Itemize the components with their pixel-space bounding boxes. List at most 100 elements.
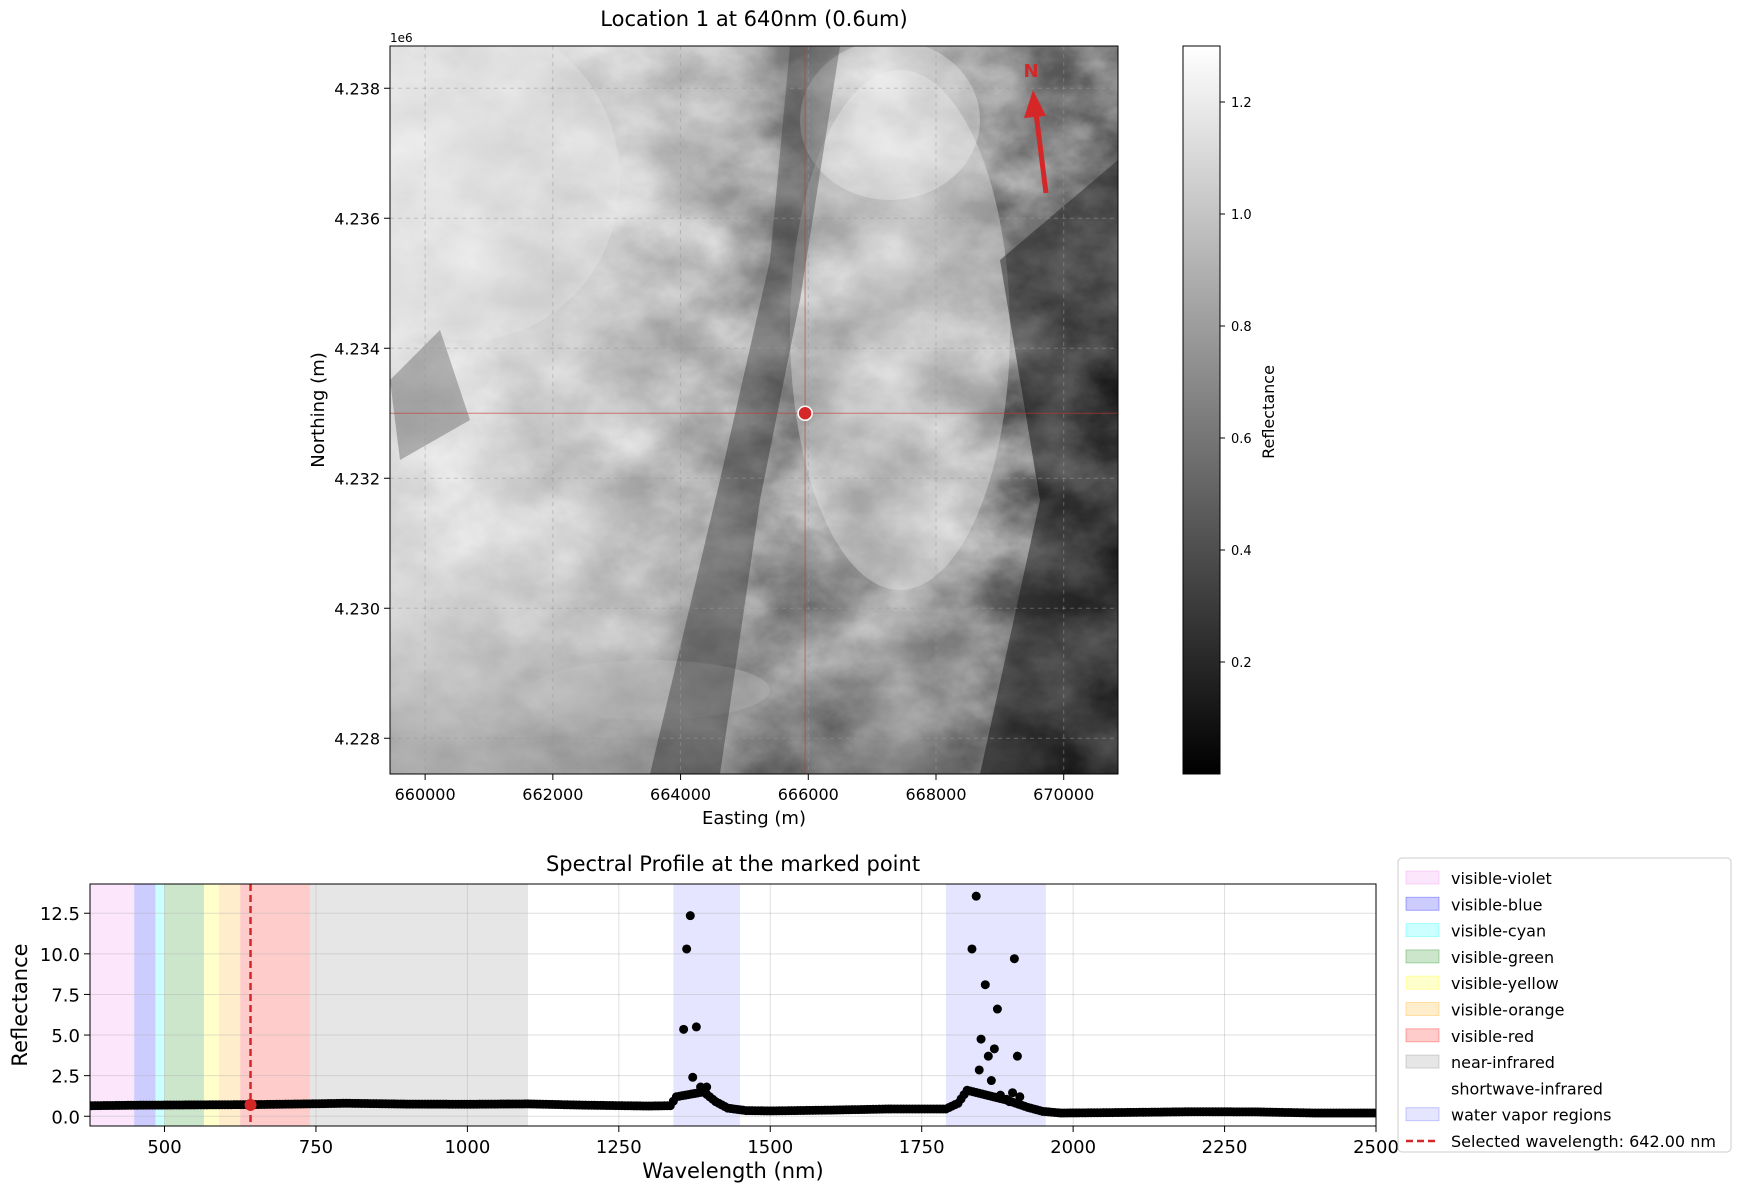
region-visible-red [240, 884, 310, 1126]
profile-x-tick-label: 1500 [747, 1137, 793, 1158]
legend-swatch [1405, 870, 1440, 885]
legend-label: visible-cyan [1451, 922, 1546, 941]
map-x-tick-label: 662000 [522, 785, 583, 804]
spectral-point [682, 944, 692, 954]
map-y-ticks: 4.238 4.236 4.234 4.232 4.230 4.228 [334, 79, 390, 748]
profile-y-tick-label: 5.0 [51, 1026, 80, 1047]
spectral-point [976, 1034, 986, 1044]
colorbar-tick-label: 1.2 [1231, 96, 1252, 111]
map-y-tick-label: 4.234 [334, 339, 380, 358]
legend-swatch [1405, 1080, 1440, 1095]
colorbar-tick-label: 0.8 [1231, 320, 1252, 335]
reflectance-map-image [390, 46, 1118, 774]
region-visible-blue [134, 884, 156, 1126]
map-ylabel: Northing (m) [308, 352, 329, 467]
profile-y-tick-label: 2.5 [51, 1067, 80, 1088]
region-visible-yellow [203, 884, 220, 1126]
profile-x-ticks: 500 750 1000 1250 1500 1750 2000 2250 2500 [147, 1126, 1399, 1158]
profile-x-tick-label: 1250 [596, 1137, 642, 1158]
map-y-tick-label: 4.236 [334, 209, 380, 228]
legend-label: near-infrared [1451, 1053, 1555, 1072]
profile-frame [89, 883, 1377, 1127]
map-y-tick-label: 4.238 [334, 79, 380, 98]
spectral-point [1012, 1051, 1022, 1061]
profile-y-tick-label: 7.5 [51, 985, 80, 1006]
spectral-point [986, 1076, 996, 1086]
spectral-grid [90, 884, 1376, 1126]
spectral-point [1008, 1088, 1018, 1098]
region-shortwave-infrared [527, 884, 1376, 1126]
map-xlabel: Easting (m) [702, 808, 806, 829]
legend-label: visible-violet [1451, 869, 1552, 888]
spectral-point [983, 1051, 993, 1061]
legend-swatch [1405, 1002, 1440, 1016]
region-visible-violet [90, 884, 135, 1126]
map-x-tick-label: 666000 [778, 785, 839, 804]
profile-y-tick-label: 12.5 [40, 904, 80, 925]
colorbar-ticks: 1.2 1.0 0.8 0.6 0.4 0.2 [1220, 96, 1252, 671]
profile-y-tick-label: 10.0 [40, 945, 80, 966]
colorbar-tick-label: 0.4 [1231, 544, 1252, 559]
map-grid [390, 46, 1118, 774]
legend: visible-violet visible-blue visible-cyan vi… [1397, 857, 1732, 1153]
profile-x-tick-label: 2500 [1353, 1137, 1399, 1158]
map-y-offset: 1e6 [390, 31, 413, 45]
colorbar-tick-label: 0.2 [1231, 656, 1252, 671]
colorbar [1182, 45, 1221, 775]
north-arrow-shaft [1033, 112, 1049, 194]
legend-swatch [1405, 975, 1440, 990]
spectral-point [967, 944, 977, 954]
legend-swatch [1405, 896, 1440, 911]
legend-swatch [1405, 1054, 1440, 1069]
profile-x-tick-label: 500 [147, 1137, 181, 1158]
profile-xlabel: Wavelength (nm) [642, 1159, 823, 1183]
profile-x-tick-label: 2250 [1202, 1137, 1248, 1158]
profile-x-tick-label: 1000 [444, 1137, 490, 1158]
spectral-point [992, 1004, 1002, 1014]
spectral-point [702, 1082, 712, 1092]
legend-items: visible-violet visible-blue visible-cyan vi… [1405, 869, 1716, 1151]
colorbar-label: Reflectance [1259, 365, 1278, 459]
north-arrow-icon [1024, 90, 1046, 118]
spectral-point [1371, 1108, 1376, 1118]
map-y-tick-label: 4.230 [334, 599, 380, 618]
spectral-point [679, 1024, 689, 1034]
legend-swatch [1405, 923, 1440, 938]
profile-x-tick-label: 2000 [1050, 1137, 1096, 1158]
colorbar-tick-label: 0.6 [1231, 432, 1252, 447]
region-visible-green [164, 884, 204, 1126]
map-title: Location 1 at 640nm (0.6um) [600, 7, 907, 31]
map-y-tick-label: 4.232 [334, 469, 380, 488]
profile-ylabel: Reflectance [8, 943, 32, 1066]
legend-swatch [1405, 1028, 1440, 1043]
north-arrow: N [1023, 61, 1049, 194]
spectral-point [1009, 954, 1019, 964]
profile-x-tick-label: 1750 [899, 1137, 945, 1158]
spectral-point [980, 980, 990, 990]
spectral-point [989, 1044, 999, 1054]
map-x-tick-label: 660000 [395, 785, 456, 804]
selected-wavelength-point [244, 1098, 257, 1111]
spectral-point [1005, 1097, 1015, 1107]
legend-swatch [1405, 1107, 1440, 1122]
legend-swatch [1405, 949, 1440, 964]
legend-label: visible-orange [1451, 1001, 1565, 1020]
spectral-point [691, 1022, 701, 1032]
legend-label: water vapor regions [1451, 1106, 1612, 1125]
spectral-point [688, 1072, 698, 1082]
north-label: N [1023, 61, 1038, 82]
map-frame [389, 45, 1119, 775]
spectral-points [90, 891, 1376, 1118]
legend-label: visible-blue [1451, 895, 1543, 914]
profile-y-ticks: 0.0 2.5 5.0 7.5 10.0 12.5 [40, 904, 90, 1128]
legend-label: visible-yellow [1451, 974, 1559, 993]
map-y-tick-label: 4.228 [334, 729, 380, 748]
spectral-regions [90, 884, 1376, 1126]
region-visible-orange [219, 884, 241, 1126]
profile-y-tick-label: 0.0 [51, 1107, 80, 1128]
spectral-point [1015, 1092, 1025, 1102]
spectral-point [971, 891, 981, 901]
legend-label: shortwave-infrared [1451, 1079, 1603, 1098]
profile-title: Spectral Profile at the marked point [546, 852, 920, 876]
